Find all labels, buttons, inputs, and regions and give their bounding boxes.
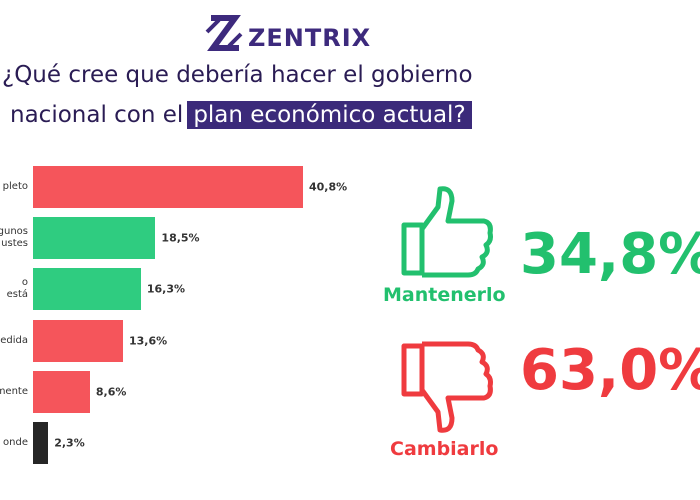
- value-label: 16,3%: [146, 282, 186, 296]
- bar: [33, 166, 303, 208]
- value-label: 8,6%: [95, 385, 127, 399]
- summary-label: Mantenerlo: [383, 284, 506, 306]
- category-label: mente: [0, 385, 28, 397]
- bar: [33, 217, 156, 260]
- title-highlight: plan económico actual?: [187, 101, 472, 129]
- title-line: ¿Qué cree que debería hacer el gobierno: [2, 62, 473, 88]
- value-label: 40,8%: [309, 180, 348, 194]
- category-label: edida: [0, 334, 28, 346]
- value-label: 2,3%: [54, 436, 85, 450]
- thumbs-up-icon: [401, 186, 493, 278]
- category-label: pleto: [2, 181, 28, 192]
- value-label: 18,5%: [161, 231, 200, 245]
- bar: [33, 319, 123, 362]
- bar: [33, 422, 49, 464]
- logo-icon: [205, 15, 243, 51]
- value-label: 13,6%: [129, 334, 168, 348]
- logo: ZENTRIX: [248, 24, 372, 52]
- category-label: onde: [3, 437, 28, 448]
- summary-value: 34,8%: [520, 222, 700, 287]
- category-label: o está: [6, 277, 28, 301]
- title-line: nacional con el plan económico actual?: [10, 101, 472, 129]
- title-text: nacional con el: [10, 102, 184, 128]
- bar: [33, 268, 141, 311]
- category-label: algunos ustes: [0, 226, 28, 250]
- thumbs-down-icon: [401, 341, 493, 433]
- bar: [33, 370, 90, 413]
- summary-label: Cambiarlo: [390, 438, 499, 460]
- summary-value: 63,0%: [520, 338, 700, 403]
